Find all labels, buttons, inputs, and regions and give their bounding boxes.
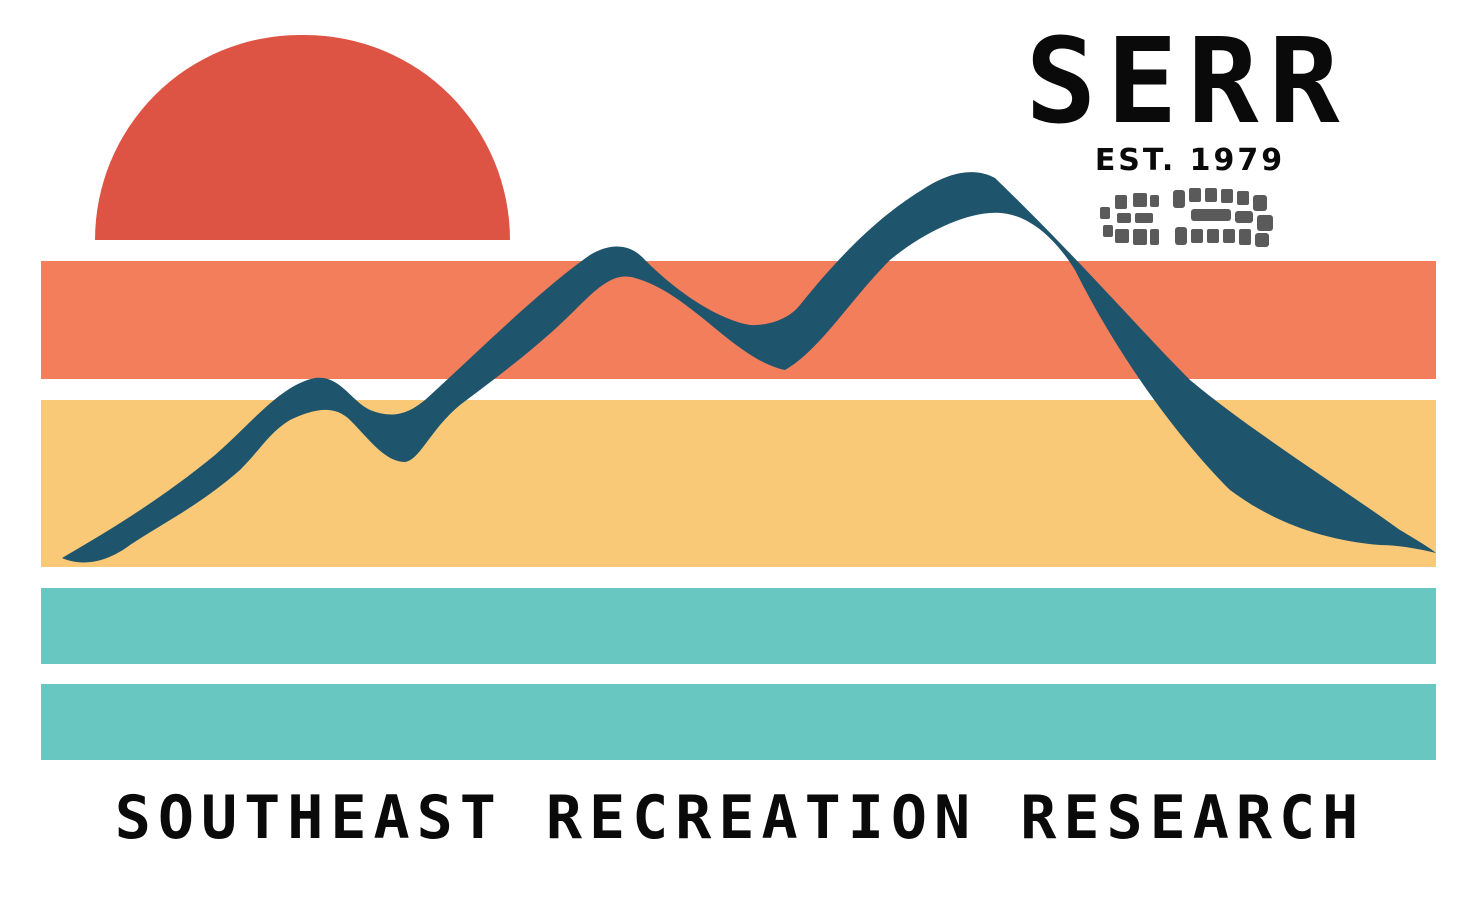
organization-name: SOUTHEAST RECREATION RESEARCH — [114, 783, 1366, 853]
logo-acronym: SERR — [1025, 12, 1350, 150]
stripe-teal-upper — [41, 588, 1436, 664]
stripe-coral — [41, 261, 1436, 379]
established-year: EST. 1979 — [1094, 143, 1286, 178]
stripe-teal-lower — [41, 684, 1436, 760]
boot-footprints-icon — [1100, 188, 1273, 247]
